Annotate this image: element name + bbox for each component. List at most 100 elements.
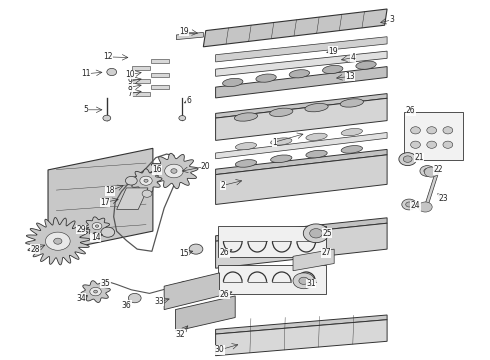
Polygon shape xyxy=(216,98,387,140)
Text: 20: 20 xyxy=(201,162,211,171)
Ellipse shape xyxy=(234,113,258,121)
Text: 2: 2 xyxy=(220,181,225,190)
Circle shape xyxy=(94,290,98,293)
Polygon shape xyxy=(48,148,153,253)
Text: 15: 15 xyxy=(179,249,189,258)
Circle shape xyxy=(171,169,177,173)
Text: 33: 33 xyxy=(154,297,164,306)
Ellipse shape xyxy=(270,155,292,163)
Text: 31: 31 xyxy=(306,279,316,288)
Polygon shape xyxy=(150,153,198,189)
Bar xyxy=(151,85,169,89)
Text: 19: 19 xyxy=(328,47,338,56)
Text: 30: 30 xyxy=(215,346,224,354)
Circle shape xyxy=(90,287,101,296)
Circle shape xyxy=(418,202,432,212)
Text: 8: 8 xyxy=(127,83,132,92)
Circle shape xyxy=(140,176,152,185)
Polygon shape xyxy=(216,223,387,268)
Text: 27: 27 xyxy=(321,248,331,257)
Bar xyxy=(132,92,150,96)
Text: 25: 25 xyxy=(322,229,332,238)
Circle shape xyxy=(403,156,412,162)
Text: 3: 3 xyxy=(390,15,394,24)
Text: 26: 26 xyxy=(220,290,229,299)
Polygon shape xyxy=(203,9,387,47)
Text: 4: 4 xyxy=(350,53,355,62)
Bar xyxy=(218,226,326,257)
Ellipse shape xyxy=(306,150,327,158)
Circle shape xyxy=(144,179,148,182)
Ellipse shape xyxy=(222,78,243,86)
Text: 19: 19 xyxy=(179,27,189,36)
Text: 26: 26 xyxy=(220,248,229,257)
Text: 32: 32 xyxy=(175,330,185,338)
Circle shape xyxy=(427,141,437,148)
Polygon shape xyxy=(216,315,387,334)
Text: 12: 12 xyxy=(103,53,113,62)
Text: 5: 5 xyxy=(83,105,88,114)
Circle shape xyxy=(128,293,141,303)
Text: 24: 24 xyxy=(411,202,420,210)
Text: 35: 35 xyxy=(100,279,110,288)
Circle shape xyxy=(310,229,322,238)
Circle shape xyxy=(165,164,183,178)
Circle shape xyxy=(424,167,438,177)
Circle shape xyxy=(189,244,203,254)
Ellipse shape xyxy=(322,66,343,73)
Circle shape xyxy=(125,176,137,185)
Circle shape xyxy=(293,273,315,289)
Polygon shape xyxy=(216,94,387,118)
Polygon shape xyxy=(164,273,220,310)
Text: 22: 22 xyxy=(434,166,443,175)
Circle shape xyxy=(179,116,186,121)
Text: 18: 18 xyxy=(105,186,115,195)
Ellipse shape xyxy=(341,129,363,136)
Polygon shape xyxy=(176,32,203,40)
Circle shape xyxy=(142,190,152,197)
Bar xyxy=(132,66,150,70)
Circle shape xyxy=(443,141,453,148)
Text: 9: 9 xyxy=(127,77,132,86)
Bar xyxy=(404,112,463,160)
Ellipse shape xyxy=(289,70,310,78)
Polygon shape xyxy=(81,281,110,302)
Bar xyxy=(151,59,169,63)
Circle shape xyxy=(411,141,420,148)
Ellipse shape xyxy=(235,143,257,150)
Polygon shape xyxy=(216,51,387,76)
Circle shape xyxy=(54,238,62,244)
Polygon shape xyxy=(216,132,387,159)
Circle shape xyxy=(92,222,102,230)
Text: 17: 17 xyxy=(100,198,110,207)
Circle shape xyxy=(101,227,115,237)
Circle shape xyxy=(424,168,431,174)
Ellipse shape xyxy=(256,74,276,82)
Circle shape xyxy=(411,127,420,134)
Text: 11: 11 xyxy=(81,69,91,78)
Text: 23: 23 xyxy=(439,194,448,203)
Polygon shape xyxy=(216,218,387,241)
Text: 29: 29 xyxy=(76,225,86,234)
Bar xyxy=(132,79,150,83)
Polygon shape xyxy=(117,188,148,210)
Ellipse shape xyxy=(340,99,364,107)
Ellipse shape xyxy=(356,61,376,69)
Polygon shape xyxy=(216,320,387,356)
Circle shape xyxy=(427,127,437,134)
Ellipse shape xyxy=(306,133,327,140)
Text: 28: 28 xyxy=(30,245,40,253)
Text: 16: 16 xyxy=(152,166,162,175)
Text: 10: 10 xyxy=(125,70,135,79)
Text: 14: 14 xyxy=(91,233,100,242)
Text: 6: 6 xyxy=(186,96,191,105)
Circle shape xyxy=(420,166,435,176)
Polygon shape xyxy=(293,249,334,271)
Circle shape xyxy=(406,202,413,207)
Ellipse shape xyxy=(235,159,257,167)
Ellipse shape xyxy=(270,108,293,117)
Polygon shape xyxy=(84,217,109,235)
Bar xyxy=(218,265,326,294)
Polygon shape xyxy=(216,155,387,204)
Ellipse shape xyxy=(341,145,363,153)
